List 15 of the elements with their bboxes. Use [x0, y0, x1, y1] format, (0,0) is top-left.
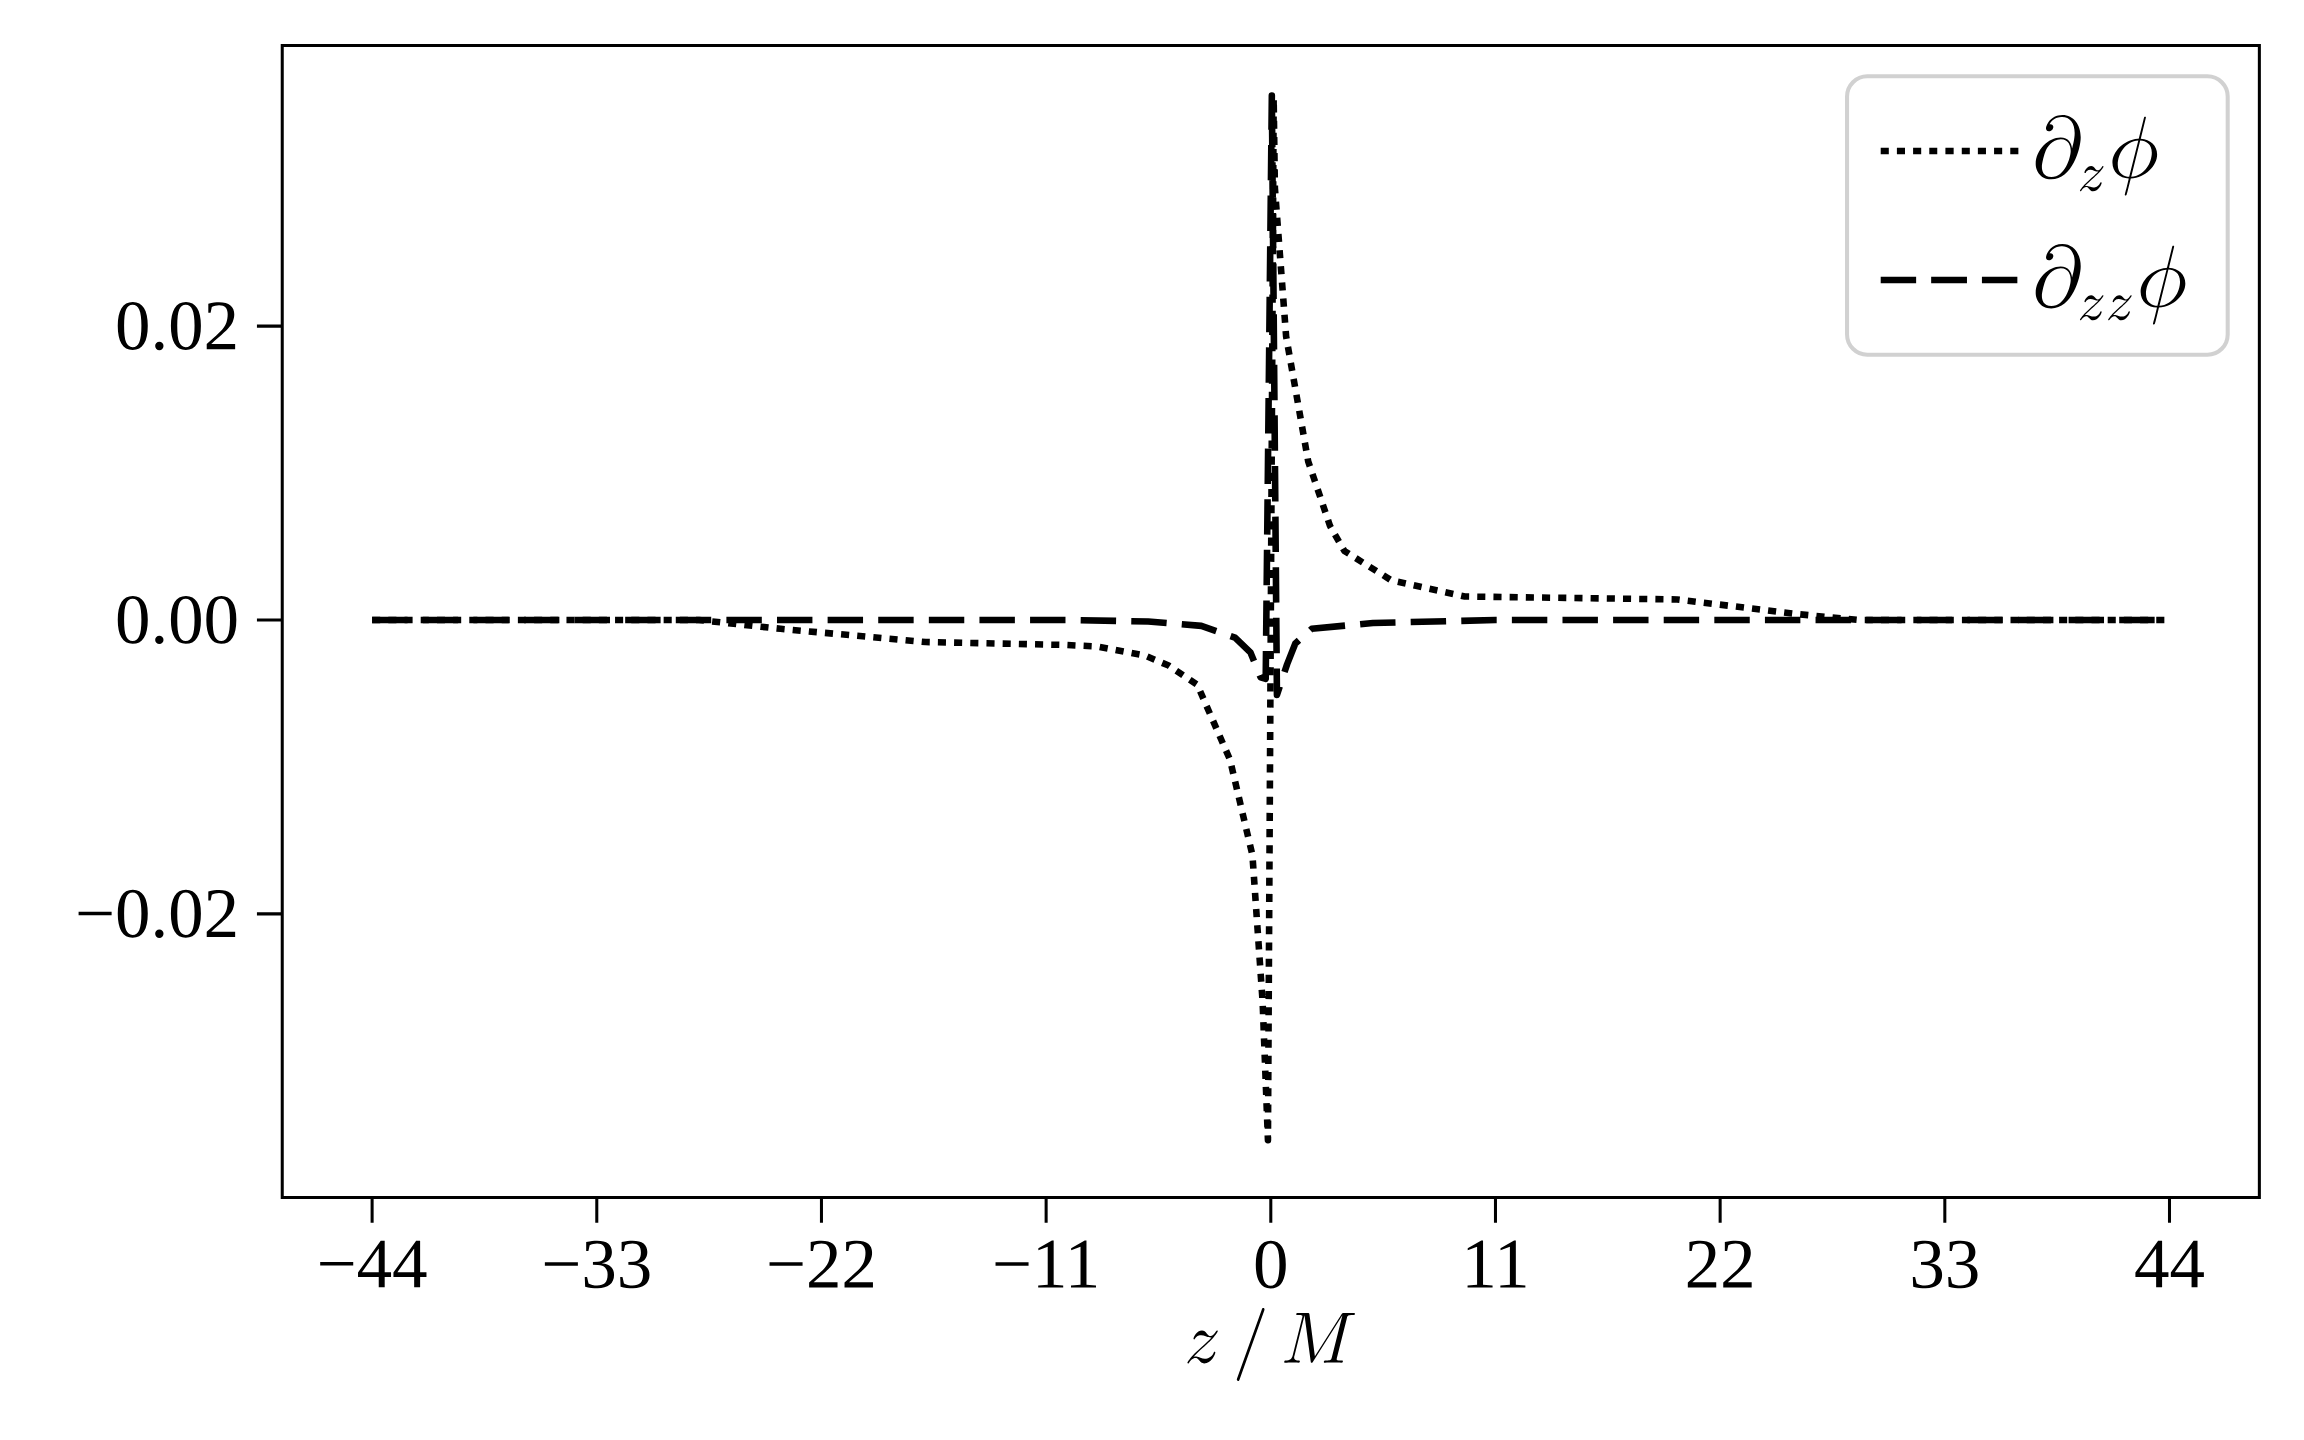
x-tick-label: 33: [1912, 1240, 1978, 1289]
x-tick-label: −33: [544, 1240, 650, 1289]
y-tick-label: 0.02: [117, 302, 236, 351]
x-tick-label: −22: [769, 1240, 873, 1288]
x-tick-label: 44: [2135, 1240, 2204, 1288]
legend-label: $\partial_{zz}\phi$: [2035, 244, 2186, 325]
legend-label: $\partial_z\phi$: [2035, 114, 2158, 196]
x-axis-title: $z\,/\,M$: [1187, 1308, 1355, 1381]
y-tick-label: 0.00: [117, 595, 237, 645]
y-tick-label: −0.02: [78, 889, 236, 938]
x-tick-label: 11: [1467, 1240, 1526, 1288]
x-tick-label: 0: [1255, 1240, 1286, 1289]
x-tick-label: −44: [320, 1240, 427, 1288]
x-tick-label: −11: [995, 1240, 1096, 1288]
x-tick-label: 22: [1687, 1240, 1752, 1288]
